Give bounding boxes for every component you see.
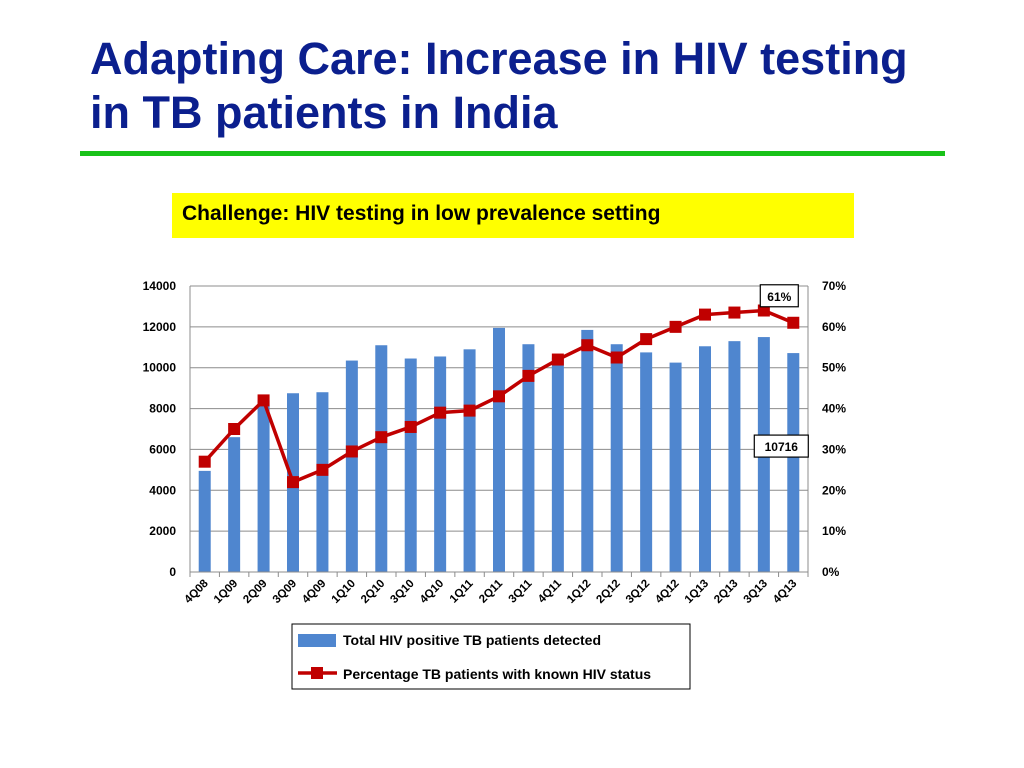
bar bbox=[228, 437, 241, 572]
challenge-callout: Challenge: HIV testing in low prevalence… bbox=[172, 193, 854, 238]
line-marker bbox=[640, 333, 653, 346]
bar-series bbox=[198, 327, 800, 572]
line-marker bbox=[404, 420, 417, 433]
bar bbox=[316, 392, 329, 572]
legend: Total HIV positive TB patients detected P… bbox=[291, 623, 691, 690]
x-tick-label: 4Q09 bbox=[300, 578, 328, 606]
line-marker bbox=[581, 339, 594, 352]
line-marker bbox=[493, 390, 505, 403]
y-left-tick-label: 2000 bbox=[149, 524, 176, 538]
line-marker bbox=[699, 308, 711, 321]
y-right-tick-label: 0% bbox=[822, 565, 840, 579]
bar bbox=[610, 344, 623, 572]
line-marker bbox=[669, 320, 682, 333]
x-tick-label: 3Q11 bbox=[507, 577, 535, 605]
axes bbox=[189, 286, 809, 577]
x-tick-label: 3Q13 bbox=[742, 578, 770, 606]
line-marker bbox=[757, 304, 770, 317]
annotations: 61% 10716 bbox=[753, 284, 809, 458]
y-left-tick-label: 4000 bbox=[149, 483, 176, 497]
line-marker bbox=[434, 406, 447, 419]
x-tick-label: 3Q12 bbox=[624, 578, 652, 606]
bar bbox=[728, 341, 741, 572]
y-right-tick-label: 30% bbox=[822, 442, 846, 456]
line-marker bbox=[728, 306, 741, 319]
line-marker bbox=[287, 476, 299, 489]
bar bbox=[404, 358, 417, 572]
bar bbox=[522, 344, 535, 572]
line-marker bbox=[375, 431, 388, 444]
bar bbox=[551, 357, 564, 572]
y-right-tick-label: 70% bbox=[822, 279, 846, 293]
line-series bbox=[198, 304, 800, 489]
y-right-tick-label: 20% bbox=[822, 483, 846, 497]
y-left-tick-label: 14000 bbox=[143, 279, 177, 293]
line-marker bbox=[463, 404, 476, 417]
bar bbox=[257, 400, 270, 572]
x-tick-label: 4Q13 bbox=[771, 578, 799, 606]
x-tick-label: 1Q10 bbox=[330, 578, 358, 606]
x-tick-label: 1Q13 bbox=[683, 578, 711, 606]
x-tick-label: 2Q10 bbox=[359, 578, 387, 606]
line-marker bbox=[345, 445, 358, 458]
line-marker bbox=[610, 351, 623, 364]
bar bbox=[669, 362, 682, 572]
line-marker bbox=[551, 353, 564, 366]
legend-box bbox=[291, 623, 691, 690]
bar bbox=[699, 346, 711, 572]
x-tick-label: 1Q12 bbox=[565, 578, 593, 606]
x-tick-label: 4Q11 bbox=[536, 577, 564, 605]
x-tick-label: 2Q13 bbox=[712, 578, 740, 606]
bar-data-label: 10716 bbox=[765, 440, 799, 454]
x-tick-label: 3Q09 bbox=[271, 578, 299, 606]
line-marker bbox=[316, 463, 329, 476]
bar bbox=[434, 356, 447, 572]
y-right-tick-label: 40% bbox=[822, 402, 846, 416]
x-tick-label: 2Q11 bbox=[477, 577, 505, 605]
x-tick-label: 2Q12 bbox=[594, 578, 622, 606]
y-left-tick-label: 8000 bbox=[149, 402, 176, 416]
x-tick-label: 4Q08 bbox=[182, 577, 211, 606]
bar bbox=[787, 353, 800, 572]
bar bbox=[493, 327, 505, 572]
bar bbox=[198, 470, 211, 572]
line-marker bbox=[522, 369, 535, 382]
x-tick-label: 1Q11 bbox=[448, 577, 476, 605]
line-marker bbox=[257, 394, 270, 407]
x-tick-label: 3Q10 bbox=[388, 578, 416, 606]
y-left-tick-label: 10000 bbox=[143, 361, 177, 375]
x-tick-label: 4Q10 bbox=[418, 578, 446, 606]
line-marker bbox=[787, 316, 800, 329]
x-tick-label: 1Q09 bbox=[212, 578, 240, 606]
x-tick-label: 2Q09 bbox=[241, 578, 269, 606]
title-underline bbox=[80, 151, 945, 156]
y-right-tick-label: 60% bbox=[822, 320, 846, 334]
bar bbox=[581, 329, 594, 572]
bar bbox=[463, 349, 476, 572]
bar bbox=[345, 360, 358, 572]
y-left-tick-label: 12000 bbox=[143, 320, 177, 334]
y-left-tick-label: 0 bbox=[169, 565, 176, 579]
legend-bar-swatch bbox=[298, 634, 336, 647]
y-left-tick-label: 6000 bbox=[149, 442, 176, 456]
y-right-tick-label: 10% bbox=[822, 524, 846, 538]
line-marker bbox=[198, 455, 211, 468]
percent-data-label-box bbox=[759, 284, 799, 308]
x-tick-label: 4Q12 bbox=[653, 578, 681, 606]
bar-data-label-box bbox=[753, 434, 809, 458]
legend-line-marker bbox=[311, 667, 323, 679]
percent-data-label: 61% bbox=[767, 290, 791, 304]
legend-label: Percentage TB patients with known HIV st… bbox=[343, 666, 651, 682]
bar bbox=[375, 345, 388, 572]
bar bbox=[640, 352, 653, 572]
slide-title: Adapting Care: Increase in HIV testing i… bbox=[90, 33, 908, 138]
legend-label: Total HIV positive TB patients detected bbox=[343, 632, 601, 648]
line-marker bbox=[228, 423, 241, 435]
y-right-tick-label: 50% bbox=[822, 361, 846, 375]
